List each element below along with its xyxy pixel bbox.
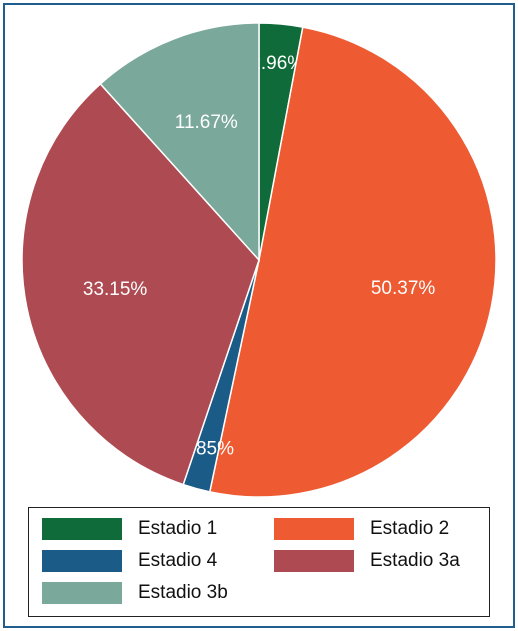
legend-label-estadio-1: Estadio 1 (138, 518, 218, 539)
chart-frame: 2.96% 50.37% 1.85% 33.15% 11.67% Estadio 1 E… (3, 3, 515, 628)
legend-label-estadio-4: Estadio 4 (138, 550, 218, 571)
legend-entry-estadio-4: Estadio 4 (42, 550, 217, 572)
legend-label-estadio-3b: Estadio 3b (138, 582, 228, 603)
pie-label-estadio-3b: 11.67% (175, 112, 238, 133)
legend-entry-estadio-1: Estadio 1 (42, 518, 217, 540)
legend-swatch-estadio-4 (42, 550, 122, 572)
legend-swatch-estadio-3b (42, 582, 122, 604)
legend-swatch-estadio-1 (42, 518, 122, 540)
legend-swatch-estadio-2 (274, 518, 354, 540)
pie-label-estadio-1: 2.96% (250, 53, 304, 74)
legend: Estadio 1 Estadio 2 Estadio 4 Estadio 3a… (28, 507, 490, 617)
pie-label-estadio-2: 50.37% (371, 278, 436, 299)
pie-chart: 2.96%50.37%1.85%33.15%11.67% (21, 22, 497, 498)
pie-slice-estadio-3a (21, 82, 260, 486)
pie-slice-estadio-3b (99, 22, 260, 262)
pie-slice-estadio-2 (208, 26, 497, 498)
legend-entry-estadio-3a: Estadio 3a (274, 550, 460, 572)
legend-swatch-estadio-3a (274, 550, 354, 572)
pie-label-estadio-3a: 33.15% (83, 279, 148, 300)
legend-entry-estadio-2: Estadio 2 (274, 518, 449, 540)
legend-entry-estadio-3b: Estadio 3b (42, 582, 228, 604)
legend-label-estadio-3a: Estadio 3a (370, 550, 460, 571)
legend-label-estadio-2: Estadio 2 (370, 518, 450, 539)
